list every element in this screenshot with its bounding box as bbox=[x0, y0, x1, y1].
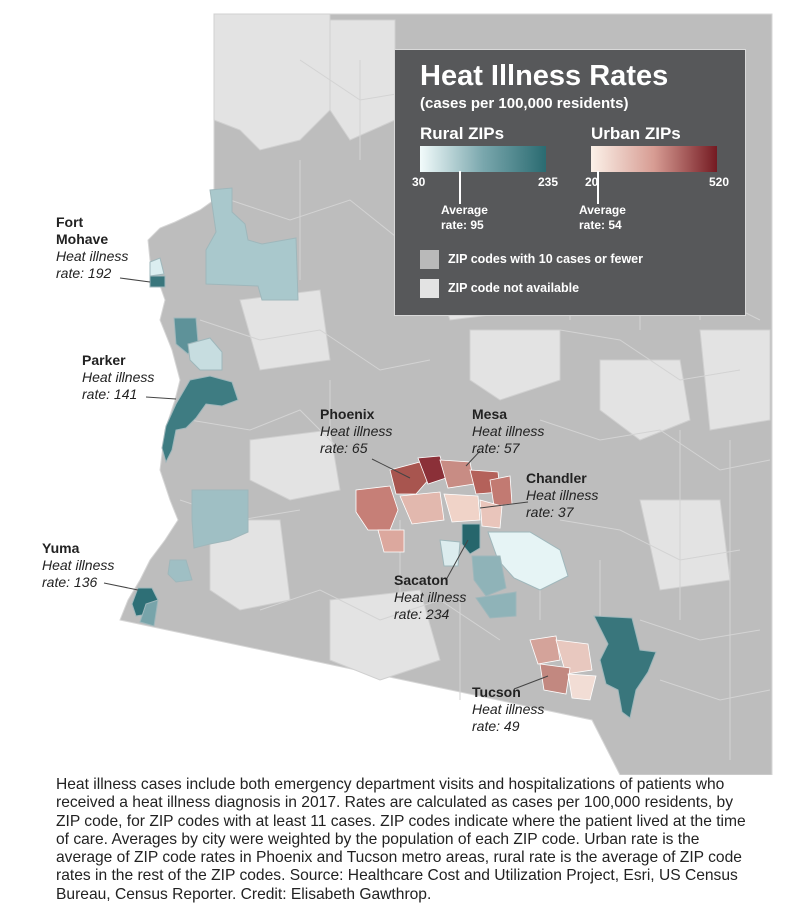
few-cases-swatch bbox=[420, 250, 439, 269]
arizona-map: Heat Illness Rates (cases per 100,000 re… bbox=[42, 13, 773, 775]
rural-scale-max: 235 bbox=[538, 175, 559, 189]
urban-scale-max: 520 bbox=[709, 175, 730, 189]
legend-panel: Heat Illness Rates (cases per 100,000 re… bbox=[394, 49, 746, 316]
callout-phoenix: Phoenix Heat illness rate: 65 bbox=[320, 406, 393, 456]
region-yuma-east bbox=[167, 559, 193, 583]
rural-average-label: Average rate: 95 bbox=[441, 203, 488, 232]
region-quartzsite bbox=[191, 489, 249, 549]
leader-lines bbox=[103, 277, 549, 690]
urban-scale-min: 20 bbox=[585, 175, 599, 189]
rural-color-ramp bbox=[420, 146, 546, 172]
callout-sacaton: Sacaton Heat illness rate: 234 bbox=[394, 572, 467, 622]
region-parker bbox=[161, 375, 239, 464]
region-kingman-area bbox=[205, 187, 299, 301]
callout-fort-mohave: Fort Mohave Heat illness rate: 192 bbox=[56, 214, 129, 281]
region-mesa-2 bbox=[489, 475, 513, 507]
region-sacaton bbox=[461, 523, 481, 555]
region-fort-mohave bbox=[149, 275, 166, 288]
few-cases-label: ZIP codes with 10 cases or fewer bbox=[448, 252, 643, 266]
region-phoenix-south bbox=[399, 491, 445, 525]
urban-color-ramp bbox=[591, 146, 717, 172]
not-available-label: ZIP code not available bbox=[448, 281, 580, 295]
region-tucson-4 bbox=[567, 673, 597, 701]
callout-tucson: Tucson Heat illness rate: 49 bbox=[472, 684, 545, 734]
callout-parker: Parker Heat illness rate: 141 bbox=[82, 352, 155, 402]
urban-average-label: Average rate: 54 bbox=[579, 203, 626, 232]
legend-subtitle: (cases per 100,000 residents) bbox=[420, 95, 629, 112]
region-goodyear bbox=[377, 529, 405, 553]
rural-scale-min: 30 bbox=[412, 175, 426, 189]
region-gila-west bbox=[439, 539, 461, 567]
legend-title: Heat Illness Rates bbox=[420, 60, 669, 92]
region-tucson-3 bbox=[539, 663, 571, 695]
region-yuma-south bbox=[139, 599, 159, 627]
callout-yuma: Yuma Heat illness rate: 136 bbox=[42, 540, 115, 590]
region-fort-mohave-north bbox=[149, 257, 165, 277]
rural-zip-regions bbox=[131, 187, 657, 719]
map-caption: Heat illness cases include both emergenc… bbox=[56, 776, 746, 903]
urban-zip-regions bbox=[355, 455, 597, 701]
rural-scale-heading: Rural ZIPs bbox=[420, 124, 505, 143]
callout-chandler: Chandler Heat illness rate: 37 bbox=[526, 470, 599, 520]
region-tucson-1 bbox=[529, 635, 561, 665]
region-chandler bbox=[443, 493, 481, 523]
rural-average-marker bbox=[459, 171, 461, 204]
not-available-swatch bbox=[420, 279, 439, 298]
not-available-regions bbox=[209, 13, 771, 681]
region-havasu-east bbox=[187, 337, 223, 371]
urban-scale-heading: Urban ZIPs bbox=[591, 124, 681, 143]
region-benson bbox=[593, 615, 657, 719]
urban-average-marker bbox=[597, 171, 599, 204]
callout-mesa: Mesa Heat illness rate: 57 bbox=[472, 406, 545, 456]
region-tucson-2 bbox=[555, 639, 593, 675]
region-casa-grande bbox=[471, 555, 507, 597]
region-eloy bbox=[475, 591, 517, 619]
